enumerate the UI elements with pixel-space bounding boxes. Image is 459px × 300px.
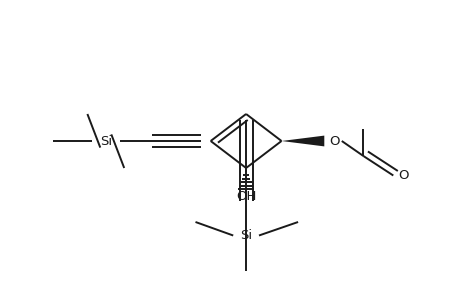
Text: O: O bbox=[329, 134, 339, 148]
Polygon shape bbox=[281, 136, 324, 146]
Text: OH: OH bbox=[235, 190, 256, 203]
Text: Si: Si bbox=[240, 229, 252, 242]
Text: Si: Si bbox=[100, 134, 112, 148]
Text: O: O bbox=[397, 169, 408, 182]
